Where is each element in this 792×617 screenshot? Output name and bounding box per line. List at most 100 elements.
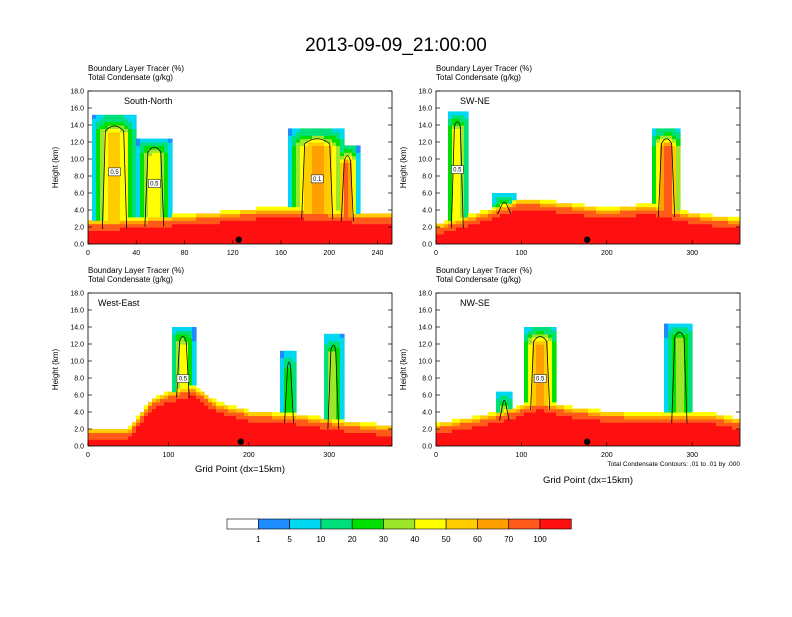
field-cell bbox=[588, 422, 593, 426]
field-cell bbox=[332, 173, 337, 177]
field-cell bbox=[152, 166, 157, 170]
field-cell bbox=[92, 429, 97, 433]
field-cell bbox=[148, 173, 153, 177]
field-cell bbox=[568, 224, 573, 228]
field-cell bbox=[216, 213, 221, 217]
field-cell bbox=[364, 213, 369, 217]
field-cell bbox=[664, 439, 669, 443]
field-cell bbox=[724, 217, 729, 221]
field-cell bbox=[644, 422, 649, 426]
field-cell bbox=[660, 224, 665, 228]
field-cell bbox=[656, 412, 661, 416]
field-cell bbox=[320, 200, 325, 204]
field-cell bbox=[592, 409, 597, 413]
field-cell bbox=[164, 392, 169, 396]
field-cell bbox=[684, 439, 689, 443]
field-cell bbox=[448, 439, 453, 443]
field-cell bbox=[692, 217, 697, 221]
field-cell bbox=[524, 405, 529, 409]
field-cell bbox=[108, 132, 113, 136]
field-cell bbox=[580, 439, 585, 443]
field-cell bbox=[532, 217, 537, 221]
field-cell bbox=[96, 173, 101, 177]
field-cell bbox=[104, 217, 109, 221]
field-cell bbox=[196, 439, 201, 443]
x-tick-label: 0 bbox=[86, 250, 90, 257]
field-cell bbox=[192, 422, 197, 426]
field-cell bbox=[496, 405, 501, 409]
y-tick-label: 0.0 bbox=[422, 242, 432, 249]
field-cell bbox=[156, 405, 161, 409]
field-cell bbox=[204, 213, 209, 217]
field-cell bbox=[508, 234, 513, 238]
field-cell bbox=[260, 217, 265, 221]
field-cell bbox=[224, 224, 229, 228]
field-cell bbox=[516, 439, 521, 443]
field-cell bbox=[220, 217, 225, 221]
field-cell bbox=[136, 190, 141, 194]
field-cell bbox=[456, 200, 461, 204]
field-cell bbox=[248, 412, 253, 416]
field-cell bbox=[540, 439, 545, 443]
field-cell bbox=[104, 173, 109, 177]
field-cell bbox=[672, 139, 677, 143]
field-cell bbox=[124, 190, 129, 194]
field-cell bbox=[488, 224, 493, 228]
y-axis-label: Height (km) bbox=[51, 348, 60, 390]
field-cell bbox=[100, 429, 105, 433]
field-cell bbox=[164, 149, 169, 153]
field-cell bbox=[604, 422, 609, 426]
field-cell bbox=[500, 217, 505, 221]
field-cell bbox=[652, 149, 657, 153]
field-cell bbox=[212, 217, 217, 221]
field-cell bbox=[348, 173, 353, 177]
field-cell bbox=[448, 132, 453, 136]
field-cell bbox=[324, 149, 329, 153]
field-cell bbox=[672, 190, 677, 194]
field-cell bbox=[576, 409, 581, 413]
field-cell bbox=[204, 439, 209, 443]
field-cell bbox=[456, 234, 461, 238]
field-cell bbox=[556, 405, 561, 409]
y-tick-label: 12.0 bbox=[70, 140, 84, 147]
field-cell bbox=[308, 166, 313, 170]
field-cell bbox=[636, 224, 641, 228]
panel-label: West-East bbox=[98, 298, 140, 308]
field-cell bbox=[156, 207, 161, 211]
field-cell bbox=[200, 439, 205, 443]
field-cell bbox=[532, 327, 537, 331]
field-cell bbox=[312, 439, 317, 443]
field-cell bbox=[512, 207, 517, 211]
field-cell bbox=[556, 234, 561, 238]
field-cell bbox=[612, 207, 617, 211]
field-cell bbox=[132, 132, 137, 136]
field-cell bbox=[524, 224, 529, 228]
field-cell bbox=[260, 234, 265, 238]
field-cell bbox=[496, 422, 501, 426]
field-cell bbox=[364, 234, 369, 238]
field-cell bbox=[140, 439, 145, 443]
field-cell bbox=[96, 190, 101, 194]
field-cell bbox=[188, 422, 193, 426]
field-cell bbox=[604, 439, 609, 443]
field-cell bbox=[540, 234, 545, 238]
field-cell bbox=[200, 217, 205, 221]
field-cell bbox=[116, 183, 121, 187]
field-cell bbox=[476, 415, 481, 419]
field-cell bbox=[288, 166, 293, 170]
field-cell bbox=[144, 139, 149, 143]
field-cell bbox=[668, 207, 673, 211]
field-cell bbox=[320, 234, 325, 238]
field-cell bbox=[116, 190, 121, 194]
field-cell bbox=[580, 203, 585, 207]
field-cell bbox=[560, 217, 565, 221]
field-cell bbox=[448, 224, 453, 228]
field-cell bbox=[712, 217, 717, 221]
field-cell bbox=[108, 224, 113, 228]
field-cell bbox=[628, 207, 633, 211]
field-cell bbox=[296, 156, 301, 160]
field-cell bbox=[540, 327, 545, 331]
field-cell bbox=[256, 439, 261, 443]
field-cell bbox=[252, 234, 257, 238]
